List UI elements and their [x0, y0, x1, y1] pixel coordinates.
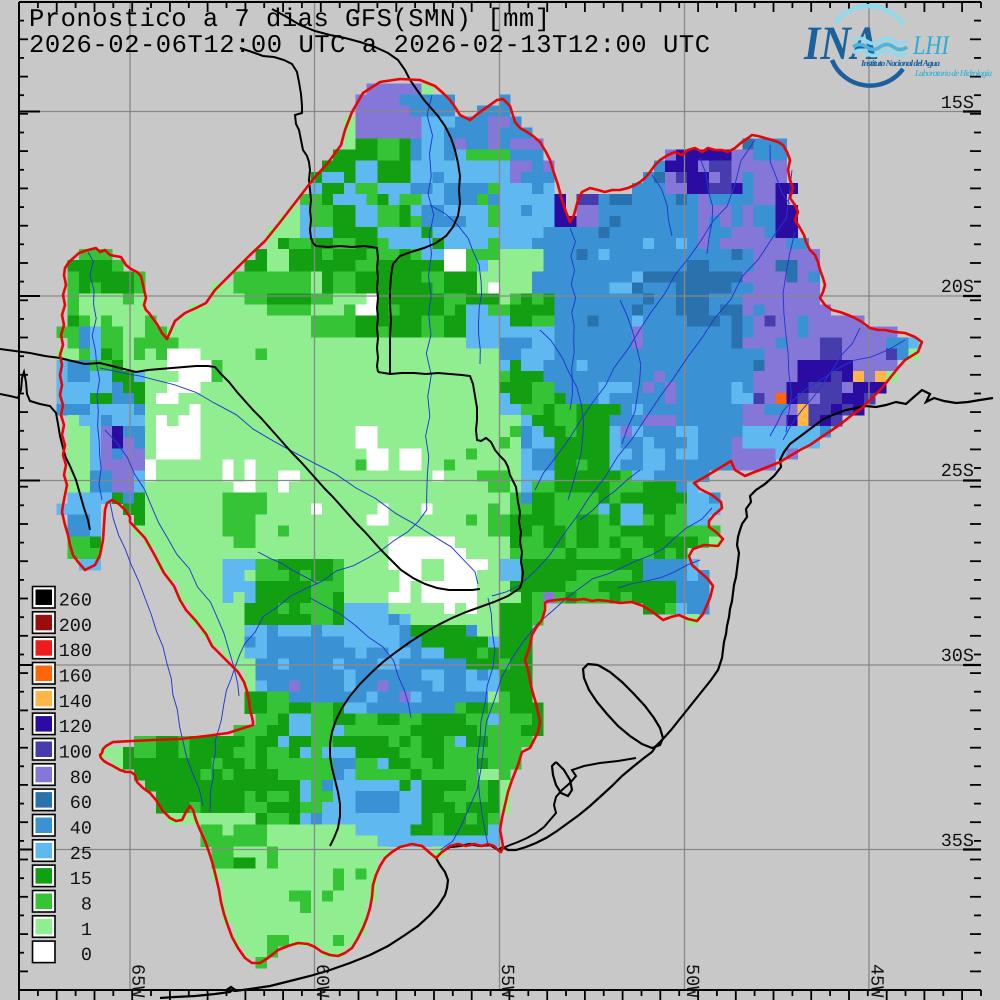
svg-text:160: 160: [59, 667, 92, 688]
svg-text:60W: 60W: [311, 964, 332, 998]
svg-text:60: 60: [70, 793, 92, 814]
svg-text:35S: 35S: [941, 831, 974, 852]
svg-text:120: 120: [59, 717, 92, 738]
svg-text:Instituto Nacional del Agua: Instituto Nacional del Agua: [860, 58, 941, 68]
svg-text:15: 15: [70, 869, 92, 890]
svg-text:30S: 30S: [941, 646, 974, 667]
svg-text:200: 200: [59, 616, 92, 637]
svg-text:8: 8: [81, 895, 92, 916]
svg-text:20S: 20S: [941, 277, 974, 298]
svg-text:25: 25: [70, 844, 92, 865]
svg-text:1: 1: [81, 920, 92, 941]
svg-text:260: 260: [59, 591, 92, 612]
svg-text:140: 140: [59, 692, 92, 713]
svg-text:INA: INA: [803, 17, 879, 70]
svg-text:50W: 50W: [681, 964, 702, 998]
svg-text:65W: 65W: [127, 964, 148, 998]
svg-text:2026-02-06T12:00 UTC a 2026-02: 2026-02-06T12:00 UTC a 2026-02-13T12:00 …: [29, 31, 710, 60]
svg-text:25S: 25S: [941, 461, 974, 482]
svg-text:LHI: LHI: [912, 30, 950, 60]
svg-text:15S: 15S: [941, 93, 974, 114]
svg-text:40: 40: [70, 819, 92, 840]
svg-text:45W: 45W: [866, 964, 887, 998]
svg-text:0: 0: [81, 945, 92, 966]
svg-text:Laboratorio de Hidrología: Laboratorio de Hidrología: [914, 68, 993, 78]
svg-text:Pronostico a 7 dias GFS(SMN): Pronostico a 7 dias GFS(SMN) [mm]: [29, 5, 550, 34]
svg-text:180: 180: [59, 641, 92, 662]
svg-text:80: 80: [70, 768, 92, 789]
svg-text:55W: 55W: [496, 964, 517, 998]
svg-text:100: 100: [59, 743, 92, 764]
